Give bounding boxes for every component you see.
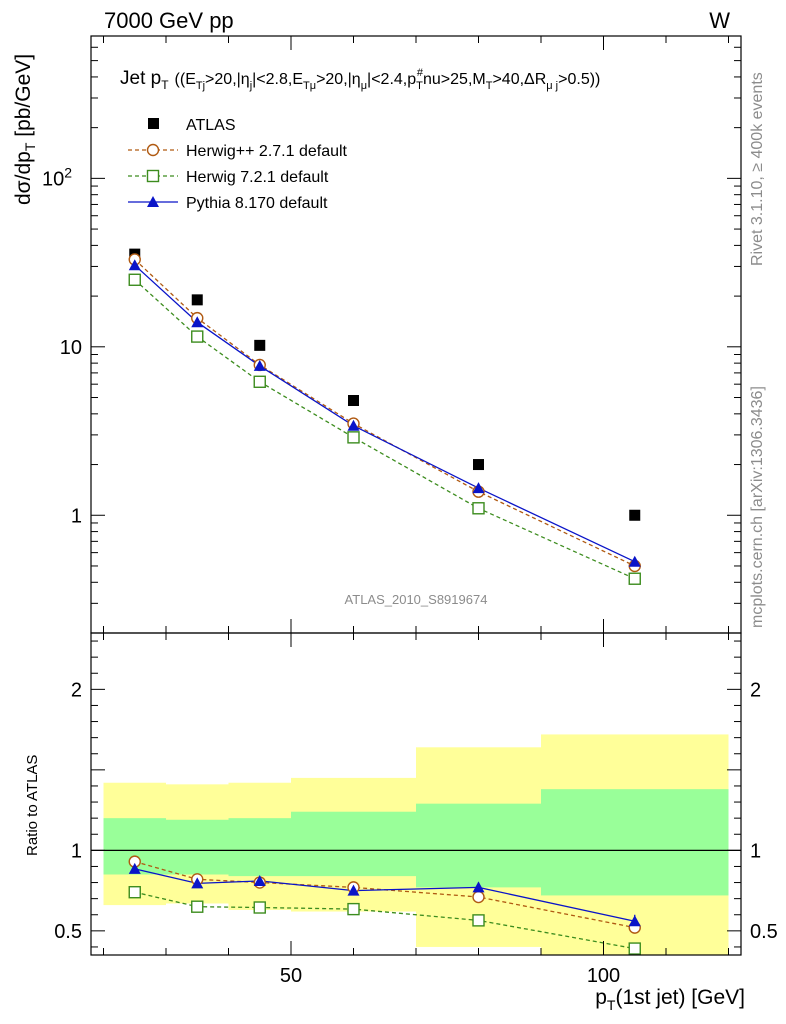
main-marks (128, 248, 641, 585)
data-point-pythia (628, 555, 641, 567)
data-point-pythia (347, 419, 360, 431)
ratio-line-herwig7 (134, 891, 635, 950)
y-tick-label: 10 (60, 337, 82, 359)
ratio-y-tick-label-right: 0.5 (750, 921, 778, 943)
ratio-y-axis-label: Ratio to ATLAS (24, 755, 41, 856)
y-tick-label: 102 (42, 164, 72, 190)
ratio-point-herwig7 (191, 900, 204, 913)
legend-marker-atlas (148, 118, 159, 129)
ratio-line-pythia (134, 868, 635, 922)
ratio-y-tick-label-right: 2 (750, 679, 761, 701)
ratio-point-pythia (628, 915, 641, 927)
ratio-point-pythia (191, 877, 204, 889)
ratio-point-herwig7 (472, 914, 485, 927)
ratio-y-tick-label: 2 (71, 679, 82, 701)
legend: ATLAS Herwig++ 2.7.1 default Herwig 7.2.… (128, 117, 348, 212)
x-tick-label: 50 (280, 965, 302, 987)
legend-label-atlas: ATLAS (186, 117, 236, 134)
data-point-pythia (128, 259, 141, 271)
ratio-point-pythia (347, 884, 360, 896)
ratio-line-herwigpp (134, 860, 635, 929)
ratio-point-pythia (253, 874, 266, 886)
data-point-pythia (191, 316, 204, 328)
data-point-pythia (472, 482, 485, 494)
header-right: W (709, 8, 730, 33)
data-point-atlas (191, 294, 203, 306)
data-point-herwig7 (347, 431, 360, 444)
rivet-label: Rivet 3.1.10, ≥ 400k events (749, 72, 766, 266)
x-tick-label: 100 (587, 965, 620, 987)
legend-marker-herwigpp (146, 143, 160, 157)
ratio-point-herwig7 (253, 901, 266, 914)
ratio-point-herwig7 (128, 886, 141, 899)
ratio-point-pythia (128, 862, 141, 874)
uncertainty-band-inner (541, 789, 729, 896)
series-line-herwigpp (134, 259, 636, 567)
legend-marker-herwig7 (146, 169, 160, 183)
legend-label-pythia: Pythia 8.170 default (186, 195, 328, 212)
ratio-ticks: 50 100 0.5 0.5 1 1 2 2 (54, 633, 778, 987)
data-point-herwig7 (628, 572, 641, 585)
data-point-herwig7 (128, 273, 141, 286)
legend-label-herwig7: Herwig 7.2.1 default (186, 169, 329, 186)
legend-entry-herwigpp: Herwig++ 2.7.1 default (128, 143, 348, 160)
x-axis-label: pT(1st jet) [GeV] (595, 986, 745, 1013)
analysis-watermark: ATLAS_2010_S8919674 (345, 592, 488, 607)
data-point-atlas (254, 339, 266, 351)
ratio-marks (91, 734, 741, 955)
ratio-y-tick-label: 1 (71, 840, 82, 862)
ratio-point-herwig7 (347, 902, 360, 916)
uncertainty-band-inner (291, 811, 416, 877)
data-point-atlas (473, 459, 484, 471)
data-point-pythia (253, 359, 266, 371)
mcplots-label: mcplots.cern.ch [arXiv:1306.3436] (749, 386, 766, 628)
plot-title: Jet pT ((ETj>20,|ηj|<2.8,ETμ>20,|ημ|<2.4,… (120, 67, 600, 92)
uncertainty-band-inner (166, 819, 229, 875)
legend-entry-pythia: Pythia 8.170 default (128, 195, 328, 212)
legend-entry-herwig7: Herwig 7.2.1 default (128, 169, 329, 186)
ratio-panel: 50 100 0.5 0.5 1 1 2 2 Ratio to ATLAS pT(1st je… (24, 632, 778, 1013)
data-point-herwig7 (472, 502, 485, 515)
y-tick-label: 1 (71, 505, 82, 527)
series-line-pythia (134, 264, 636, 563)
data-point-atlas (348, 395, 359, 407)
uncertainty-band-inner (416, 803, 541, 888)
legend-marker-pythia (147, 196, 159, 207)
main-y-axis-label: dσ/dpT [pb/GeV] (12, 54, 38, 205)
data-point-herwig7 (191, 330, 204, 343)
ratio-y-tick-label: 0.5 (54, 921, 82, 943)
ratio-y-tick-label-right: 1 (750, 840, 761, 862)
main-ticks: 1 10 102 (42, 35, 741, 634)
legend-entry-atlas: ATLAS (148, 117, 236, 134)
legend-label-herwigpp: Herwig++ 2.7.1 default (186, 143, 348, 160)
series-line-herwig7 (134, 279, 636, 580)
data-point-herwig7 (253, 375, 266, 388)
ratio-point-pythia (472, 881, 485, 893)
ratio-point-herwigpp (472, 890, 485, 904)
header-left: 7000 GeV pp (104, 8, 234, 33)
data-point-atlas (629, 509, 641, 521)
main-panel: 1 10 102 Jet pT ((ETj>20,|ηj|<2.8,ETμ>20,|η… (12, 35, 742, 634)
ratio-point-herwig7 (628, 942, 641, 955)
uncertainty-band-inner (228, 818, 291, 877)
